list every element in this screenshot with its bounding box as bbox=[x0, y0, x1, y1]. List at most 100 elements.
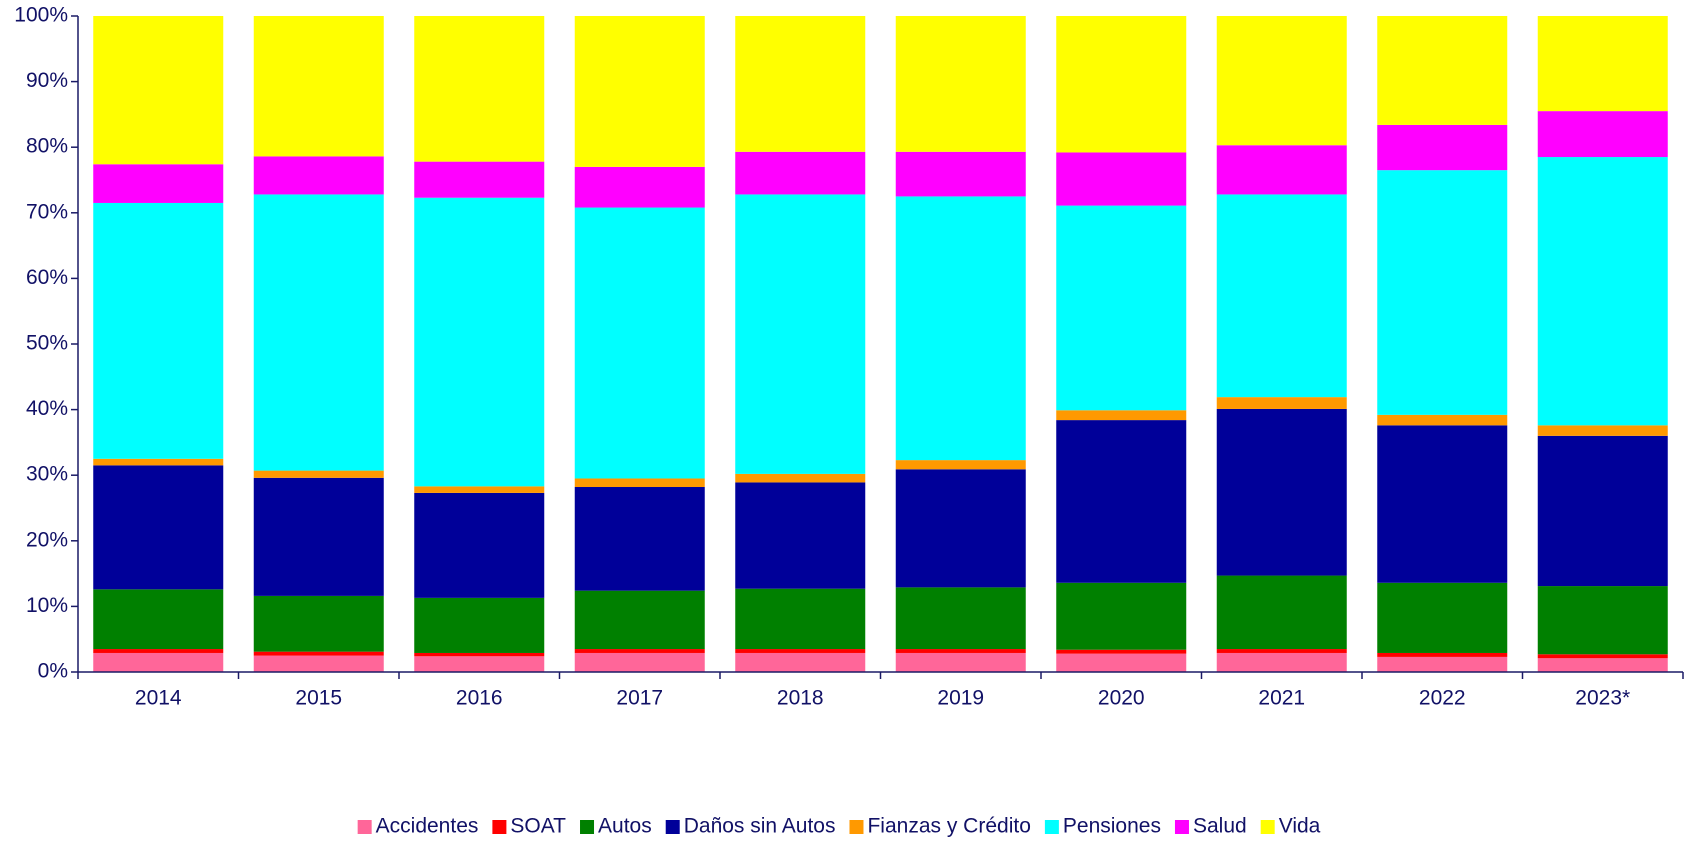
y-tick-label: 10% bbox=[26, 594, 68, 617]
bar-segment bbox=[1537, 16, 1668, 112]
bar-segment bbox=[93, 164, 224, 203]
legend-label: Vida bbox=[1279, 815, 1321, 838]
bar-segment bbox=[895, 151, 1026, 197]
bar-segment bbox=[1216, 16, 1347, 146]
legend-swatch bbox=[849, 820, 864, 834]
bar-segment bbox=[1537, 425, 1668, 436]
bar-segment bbox=[1537, 586, 1668, 655]
bar-segment bbox=[253, 655, 384, 672]
bar-segment bbox=[1056, 653, 1187, 672]
legend-swatch bbox=[665, 820, 680, 834]
y-tick-label: 80% bbox=[26, 135, 68, 158]
x-tick-label: 2018 bbox=[777, 687, 824, 710]
bar-segment bbox=[574, 649, 705, 653]
legend-swatch bbox=[580, 820, 595, 834]
y-tick-label: 90% bbox=[26, 69, 68, 92]
bar-segment bbox=[1216, 652, 1347, 672]
bar-segment bbox=[735, 473, 866, 483]
bar-segment bbox=[414, 597, 545, 653]
bar-segment bbox=[414, 197, 545, 487]
bar-segment bbox=[414, 486, 545, 493]
bar-segment bbox=[93, 649, 224, 653]
bar-segment bbox=[414, 656, 545, 672]
bar-segment bbox=[253, 477, 384, 596]
legend-label: SOAT bbox=[510, 815, 566, 838]
bar-segment bbox=[93, 589, 224, 650]
bar-segment bbox=[735, 151, 866, 195]
bar-segment bbox=[895, 469, 1026, 588]
legend-swatch bbox=[357, 820, 372, 834]
bar-segment bbox=[1377, 656, 1508, 672]
x-tick-label: 2017 bbox=[616, 687, 663, 710]
bar-segment bbox=[1056, 205, 1187, 411]
bar-segment bbox=[574, 652, 705, 672]
bar-segment bbox=[1056, 16, 1187, 153]
bar-segment bbox=[574, 166, 705, 208]
y-tick-label: 60% bbox=[26, 266, 68, 289]
bar-segment bbox=[414, 652, 545, 657]
bar-segment bbox=[1216, 408, 1347, 576]
y-tick-label: 50% bbox=[26, 332, 68, 355]
bar-segment bbox=[1377, 124, 1508, 171]
bar-segment bbox=[414, 492, 545, 598]
legend-swatch bbox=[1174, 820, 1189, 834]
bar-segment bbox=[1377, 652, 1508, 657]
bar-segment bbox=[414, 161, 545, 198]
x-tick-label: 2021 bbox=[1258, 687, 1305, 710]
bar-segment bbox=[735, 652, 866, 672]
bar-segment bbox=[574, 16, 705, 167]
bar-segment bbox=[1216, 194, 1347, 398]
x-tick-label: 2014 bbox=[135, 687, 182, 710]
y-tick-label: 0% bbox=[38, 660, 68, 683]
bar-segment bbox=[574, 478, 705, 488]
bar-segment bbox=[253, 595, 384, 652]
legend-label: Pensiones bbox=[1063, 815, 1161, 838]
bar-segment bbox=[1216, 649, 1347, 653]
x-tick-label: 2023* bbox=[1575, 687, 1630, 710]
bar-segment bbox=[895, 652, 1026, 672]
legend-swatch bbox=[1044, 820, 1059, 834]
bar-segment bbox=[1537, 654, 1668, 659]
y-tick-label: 100% bbox=[14, 4, 68, 27]
bar-segment bbox=[1537, 658, 1668, 672]
bar-segment bbox=[1377, 414, 1508, 426]
y-tick-label: 70% bbox=[26, 200, 68, 223]
bar-segment bbox=[735, 194, 866, 474]
bar-segment bbox=[1537, 435, 1668, 587]
bar-segment bbox=[253, 156, 384, 195]
bar-segment bbox=[1377, 582, 1508, 653]
bar-segment bbox=[1377, 16, 1508, 125]
bar-segment bbox=[735, 588, 866, 650]
bar-segment bbox=[1377, 425, 1508, 583]
bar-segment bbox=[1056, 152, 1187, 206]
legend-label: Autos bbox=[598, 815, 652, 838]
bar-segment bbox=[253, 651, 384, 656]
y-tick-label: 30% bbox=[26, 463, 68, 486]
bar-segment bbox=[1216, 145, 1347, 195]
bar-segment bbox=[1537, 157, 1668, 426]
bar-segment bbox=[574, 590, 705, 650]
legend-label: Salud bbox=[1193, 815, 1247, 838]
bar-segment bbox=[895, 649, 1026, 653]
x-tick-label: 2022 bbox=[1419, 687, 1466, 710]
legend-label: Accidentes bbox=[376, 815, 479, 838]
x-tick-label: 2016 bbox=[456, 687, 503, 710]
bar-segment bbox=[895, 460, 1026, 470]
legend-label: Daños sin Autos bbox=[684, 815, 836, 838]
bar-segment bbox=[253, 16, 384, 157]
bar-segment bbox=[253, 470, 384, 478]
y-tick-label: 20% bbox=[26, 528, 68, 551]
bar-segment bbox=[93, 202, 224, 459]
x-tick-label: 2015 bbox=[295, 687, 342, 710]
bar-segment bbox=[735, 649, 866, 653]
bar-segment bbox=[93, 465, 224, 590]
bar-segment bbox=[1056, 420, 1187, 583]
bar-segment bbox=[1216, 397, 1347, 409]
legend-swatch bbox=[492, 820, 507, 834]
bar-segment bbox=[895, 196, 1026, 461]
bar-segment bbox=[1537, 111, 1668, 158]
bar-segment bbox=[1056, 649, 1187, 654]
bar-segment bbox=[895, 587, 1026, 650]
y-tick-label: 40% bbox=[26, 397, 68, 420]
